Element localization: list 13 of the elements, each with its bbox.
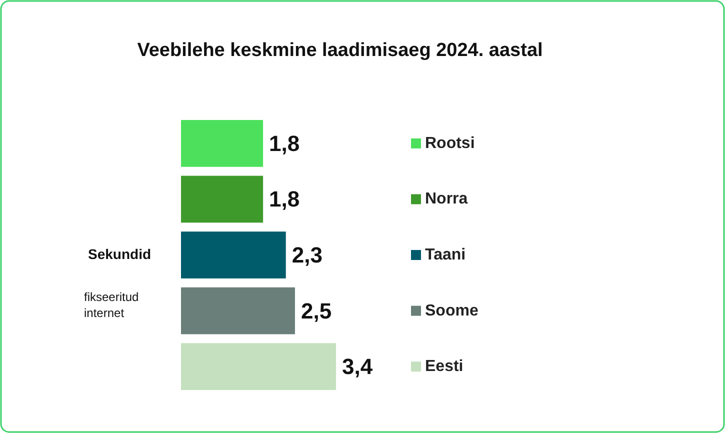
data-label: 1,8 [269,186,300,212]
text: Sekundid [88,246,152,262]
legend-label: Rootsi [425,134,475,152]
text: fikseeritud internet [84,290,139,320]
data-label: 3,4 [342,354,374,380]
data-label: 1,8 [269,130,300,156]
data-label: 2,5 [300,298,332,324]
legend-label: Taani [425,246,466,264]
legend-label: Soome [425,302,478,320]
data-label: 2,3 [292,242,322,268]
legend-label: Eesti [425,358,464,376]
chart-title: Veebilehe keskmine laadimisaeg 2024. aastal [137,40,543,61]
legend-label: Norra [425,190,468,208]
